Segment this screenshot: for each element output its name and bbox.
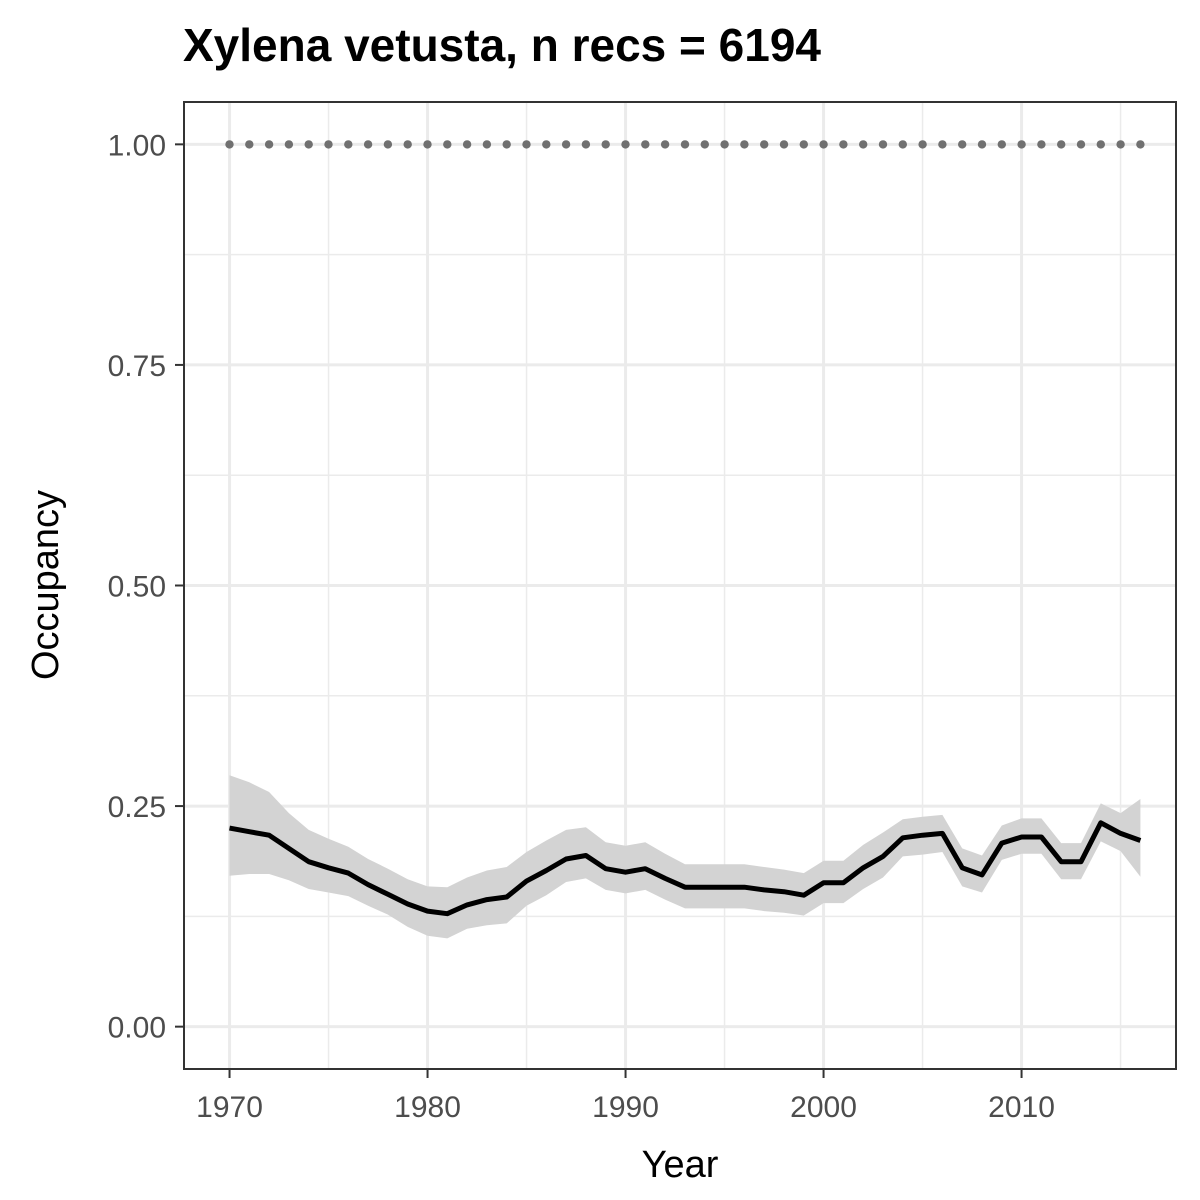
reference-dot bbox=[1136, 140, 1145, 149]
reference-dot bbox=[423, 140, 432, 149]
reference-dot bbox=[363, 140, 373, 149]
x-tick-label: 2000 bbox=[790, 1091, 857, 1124]
chart-title: Xylena vetusta, n recs = 6194 bbox=[183, 19, 822, 71]
y-tick-label: 1.00 bbox=[108, 129, 166, 162]
reference-dot bbox=[522, 140, 531, 149]
reference-dot bbox=[324, 140, 333, 149]
x-axis-ticks: 1970 1980 1990 2000 2010 bbox=[196, 1069, 1055, 1124]
y-tick-label: 0.25 bbox=[108, 791, 166, 824]
confidence-ribbon bbox=[229, 775, 1141, 939]
reference-dot bbox=[581, 140, 591, 149]
reference-dot bbox=[680, 140, 690, 149]
reference-dot bbox=[898, 140, 907, 149]
reference-dot bbox=[760, 140, 769, 149]
reference-dot bbox=[502, 140, 511, 149]
reference-dot bbox=[1037, 140, 1046, 149]
reference-dot bbox=[561, 140, 571, 149]
reference-dot bbox=[819, 140, 828, 149]
y-tick-label: 0.00 bbox=[108, 1012, 166, 1045]
x-tick-label: 2010 bbox=[988, 1091, 1055, 1124]
reference-dot bbox=[1017, 140, 1026, 149]
reference-dot bbox=[660, 140, 670, 149]
occupancy-line bbox=[229, 820, 1142, 917]
reference-dot bbox=[601, 140, 610, 149]
reference-dot bbox=[383, 140, 393, 149]
y-tick-label: 0.75 bbox=[108, 350, 166, 383]
x-tick-label: 1980 bbox=[394, 1091, 461, 1124]
reference-dot bbox=[344, 140, 353, 149]
reference-dot bbox=[482, 140, 492, 149]
reference-dot bbox=[462, 140, 472, 149]
reference-dot bbox=[740, 140, 749, 149]
x-axis-title: Year bbox=[642, 1144, 719, 1186]
reference-dot bbox=[264, 140, 274, 149]
reference-dot bbox=[878, 140, 888, 149]
y-axis-ticks: 0.00 0.25 0.50 0.75 1.00 bbox=[108, 129, 184, 1045]
reference-dot bbox=[403, 140, 412, 149]
reference-dot bbox=[977, 140, 987, 149]
reference-dot bbox=[621, 140, 630, 149]
reference-dot bbox=[720, 140, 729, 149]
reference-dot bbox=[245, 140, 254, 149]
reference-dot bbox=[779, 140, 789, 149]
x-tick-label: 1990 bbox=[592, 1091, 659, 1124]
reference-dot bbox=[1116, 140, 1125, 149]
reference-dot bbox=[1096, 140, 1106, 149]
reference-dot bbox=[304, 140, 313, 149]
grid-major bbox=[184, 102, 1176, 1069]
reference-dot bbox=[958, 140, 967, 149]
reference-dot bbox=[1076, 140, 1086, 149]
reference-dot bbox=[839, 140, 848, 149]
y-axis-title: Occupancy bbox=[25, 490, 67, 680]
reference-dot bbox=[997, 140, 1006, 149]
reference-dot bbox=[799, 140, 808, 149]
reference-dot bbox=[641, 140, 650, 149]
reference-dots bbox=[225, 140, 1145, 149]
reference-dot bbox=[700, 140, 709, 149]
reference-dot bbox=[1057, 140, 1066, 149]
x-tick-label: 1970 bbox=[196, 1091, 263, 1124]
reference-dot bbox=[938, 140, 947, 149]
reference-dot bbox=[918, 140, 927, 149]
reference-dot bbox=[225, 140, 234, 149]
reference-dot bbox=[443, 140, 452, 149]
y-tick-label: 0.50 bbox=[108, 571, 166, 604]
reference-dot bbox=[859, 140, 868, 149]
reference-dot bbox=[542, 140, 551, 149]
reference-dot bbox=[284, 140, 294, 149]
